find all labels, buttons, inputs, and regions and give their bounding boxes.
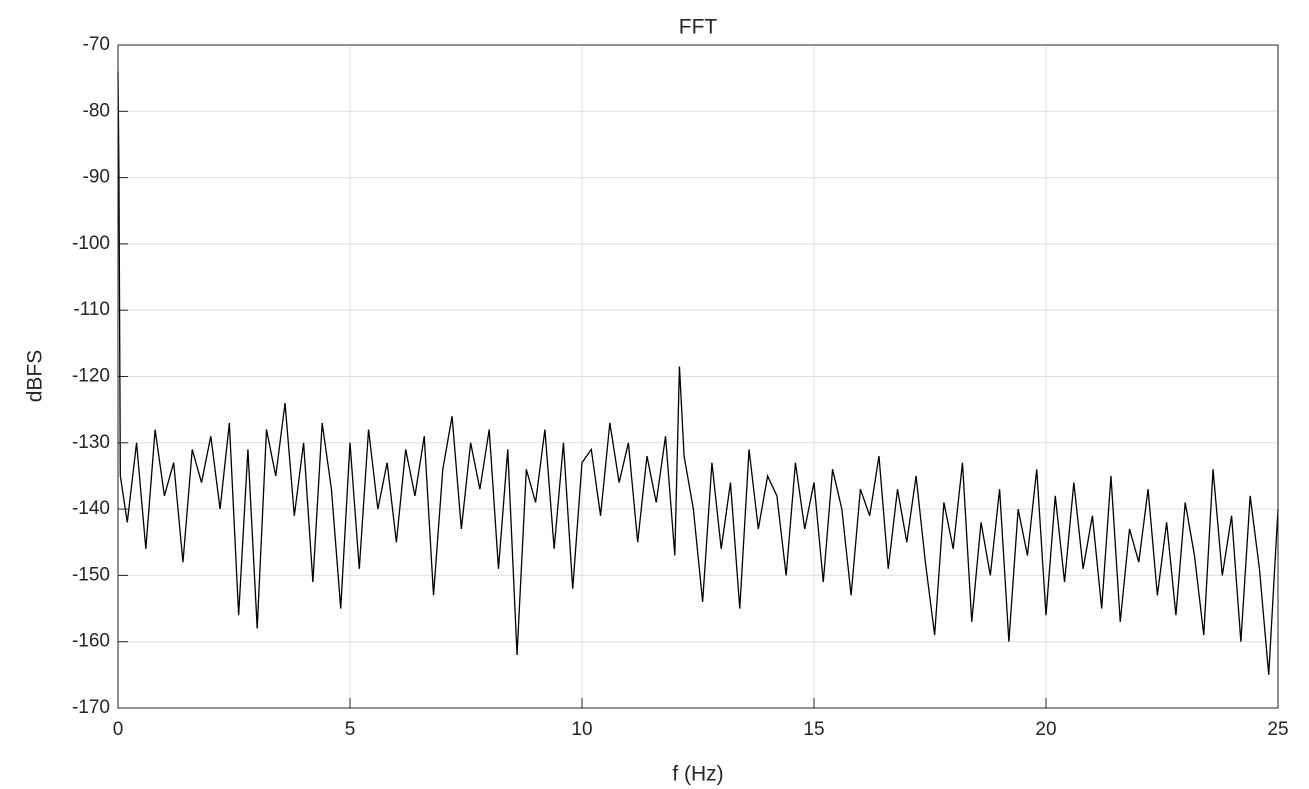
y-tick-label: -70 <box>83 34 110 55</box>
x-tick-label: 20 <box>1035 719 1056 740</box>
y-tick-label: -150 <box>72 564 110 585</box>
y-tick-label: -160 <box>72 631 110 652</box>
line-series <box>117 71 1279 675</box>
x-tick-label: 15 <box>803 719 824 740</box>
y-tick-label: -90 <box>83 167 110 188</box>
y-tick-label: -120 <box>72 366 110 387</box>
y-tick-label: -130 <box>72 432 110 453</box>
x-tick-label: 0 <box>113 719 124 740</box>
x-tick-label: 5 <box>345 719 356 740</box>
x-tick-label: 25 <box>1267 719 1288 740</box>
x-tick-label: 10 <box>571 719 592 740</box>
x-axis-label: f (Hz) <box>672 763 723 786</box>
y-tick-label: -80 <box>83 100 110 121</box>
chart-title: FFT <box>679 16 718 39</box>
y-tick-label: -100 <box>72 233 110 254</box>
y-tick-label: -110 <box>73 299 110 320</box>
axes-box <box>117 44 1279 709</box>
y-axis-label: dBFS <box>24 350 47 403</box>
y-tick-label: -170 <box>72 697 110 718</box>
y-tick-label: -140 <box>72 498 110 519</box>
